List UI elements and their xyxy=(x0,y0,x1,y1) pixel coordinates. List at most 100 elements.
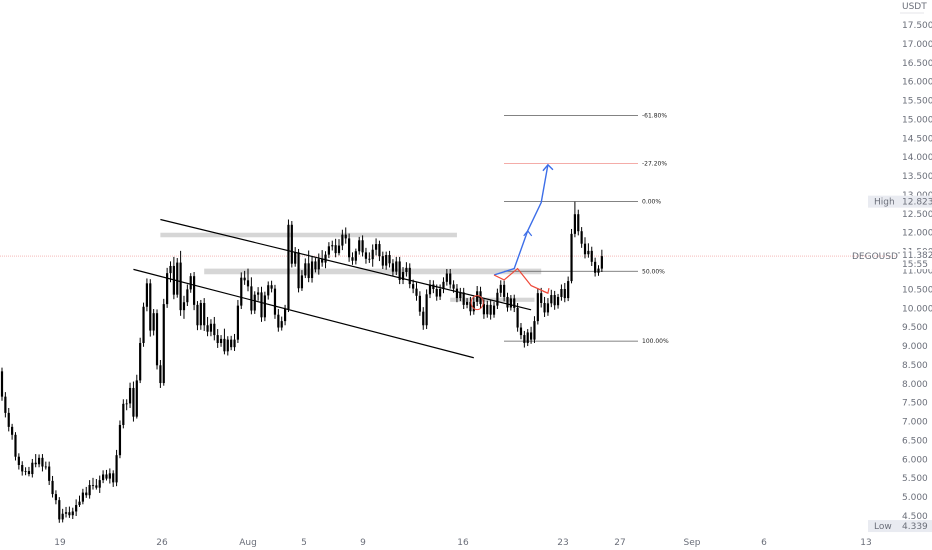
candle-body-145 xyxy=(489,304,492,315)
candle-body-25 xyxy=(85,492,88,496)
candle-body-40 xyxy=(135,380,138,417)
high-value: 12.823 xyxy=(902,198,932,208)
x-tick-1: 26 xyxy=(156,538,168,548)
candle-body-0 xyxy=(0,371,4,397)
y-tick-17: 9.000 xyxy=(902,342,928,352)
x-tick-9: 6 xyxy=(761,538,767,548)
x-tick-3: 5 xyxy=(301,538,307,548)
candle-body-92 xyxy=(310,261,314,279)
low-marker-box xyxy=(868,520,932,533)
candle-body-1 xyxy=(4,396,7,413)
candle-body-158 xyxy=(533,321,536,340)
candle-body-5 xyxy=(17,456,20,466)
candle-body-96 xyxy=(324,254,327,263)
time-axis[interactable]: 19 26 Aug 5 9 16 23 27 Sep 6 13 xyxy=(54,538,871,548)
last-price-countdown: 15:55 xyxy=(902,260,928,270)
candle-body-70 xyxy=(236,305,239,340)
candle-body-156 xyxy=(526,332,529,344)
candle-body-153 xyxy=(516,307,519,328)
candle-body-133 xyxy=(449,273,452,285)
projection-paths xyxy=(470,163,554,311)
x-tick-5: 16 xyxy=(457,538,469,548)
candle-body-9 xyxy=(31,462,34,475)
channel-upper-line xyxy=(160,218,532,311)
candle-body-149 xyxy=(503,284,506,297)
candle-body-21 xyxy=(71,511,74,516)
y-tick-8: 13.500 xyxy=(902,172,932,182)
candle-body-47 xyxy=(159,365,162,384)
high-marker-box xyxy=(868,195,932,208)
candle-body-105 xyxy=(354,251,357,261)
candle-body-103 xyxy=(348,238,351,258)
y-tick-20: 7.500 xyxy=(902,399,928,409)
candle-body-11 xyxy=(37,457,41,465)
candle-body-111 xyxy=(374,244,378,250)
candle-body-24 xyxy=(81,492,84,502)
candle-body-50 xyxy=(169,265,172,274)
candle-body-80 xyxy=(270,285,273,289)
x-tick-6: 23 xyxy=(557,538,568,548)
candle-body-127 xyxy=(428,284,432,295)
candle-body-56 xyxy=(189,276,192,290)
candle-body-53 xyxy=(179,262,182,311)
candle-body-18 xyxy=(61,513,64,520)
candle-body-37 xyxy=(125,403,128,405)
y-tick-13: 11.000 xyxy=(902,267,932,277)
candle-body-4 xyxy=(14,434,17,457)
candle-body-118 xyxy=(398,261,401,280)
fib-label-1: -27.20% xyxy=(642,161,667,168)
candle-body-135 xyxy=(455,288,459,299)
candle-body-84 xyxy=(283,309,287,322)
candle-body-75 xyxy=(253,294,256,311)
candle-body-109 xyxy=(368,258,371,260)
y-tick-25: 5.000 xyxy=(902,493,928,503)
candle-body-112 xyxy=(378,244,381,257)
bearish-arrow-head xyxy=(542,288,550,294)
y-tick-4: 15.500 xyxy=(902,97,932,107)
candle-body-98 xyxy=(331,245,334,247)
candle-body-128 xyxy=(432,284,435,290)
candle-body-157 xyxy=(529,332,533,340)
candle-body-82 xyxy=(277,314,280,328)
candle-body-58 xyxy=(196,304,199,326)
candle-body-44 xyxy=(149,283,152,331)
candle-body-33 xyxy=(112,473,115,483)
candle-body-143 xyxy=(482,304,486,315)
candle-body-6 xyxy=(21,465,24,472)
candle-body-55 xyxy=(186,289,189,303)
y-tick-1: 17.000 xyxy=(902,40,932,50)
candle-body-8 xyxy=(27,471,31,475)
candle-body-88 xyxy=(297,252,300,289)
y-tick-18: 8.500 xyxy=(902,361,928,371)
candle-body-12 xyxy=(41,457,44,467)
candle-body-28 xyxy=(95,485,98,488)
candle-body-86 xyxy=(290,224,293,264)
candle-body-93 xyxy=(314,261,317,270)
candle-body-159 xyxy=(536,293,539,322)
candle-body-72 xyxy=(243,277,246,281)
candle-body-173 xyxy=(583,243,587,255)
candle-body-68 xyxy=(230,339,233,348)
fib-label-0: -61.80% xyxy=(642,113,667,120)
candle-body-131 xyxy=(442,281,445,290)
candle-body-107 xyxy=(361,240,364,253)
y-tick-26: 4.500 xyxy=(902,512,928,522)
candle-body-174 xyxy=(587,250,590,255)
candle-body-116 xyxy=(391,263,395,272)
candle-body-77 xyxy=(260,292,263,318)
candle-body-35 xyxy=(118,424,122,456)
candle-body-94 xyxy=(317,259,320,270)
low-label: Low xyxy=(874,522,892,532)
candle-body-89 xyxy=(300,275,304,289)
bullish-mid-arrow-head xyxy=(523,229,533,237)
candle-body-176 xyxy=(594,261,597,273)
candle-body-165 xyxy=(556,296,560,306)
candle-body-101 xyxy=(341,234,344,246)
candle-body-69 xyxy=(233,339,236,348)
candle-body-36 xyxy=(122,403,125,425)
candle-body-122 xyxy=(412,284,415,289)
candle-body-43 xyxy=(145,283,149,307)
y-tick-19: 8.000 xyxy=(902,380,928,390)
